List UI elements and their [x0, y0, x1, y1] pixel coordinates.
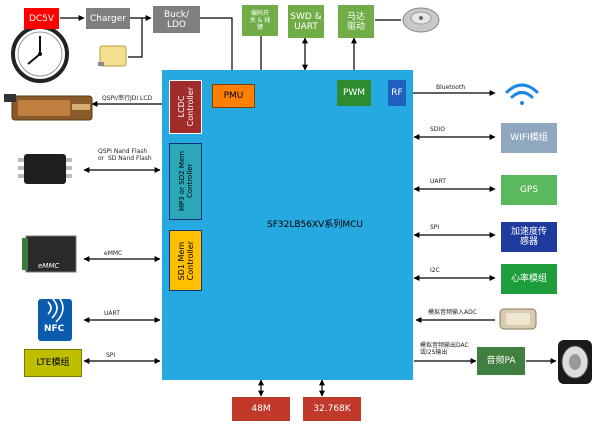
- nand-chip-icon: [18, 154, 72, 184]
- clock-icon: [11, 25, 69, 83]
- lte-module-block: LTE模组: [24, 349, 82, 377]
- audio-pa-block: 音频PA: [477, 347, 525, 375]
- emmc-chip-icon: [22, 235, 77, 273]
- mp3-sd2-controller-block: MP3 or SD2 Mem Controller: [169, 143, 202, 220]
- motor-driver-block: 马达 驱动: [338, 5, 374, 38]
- i2c-label: I2C: [430, 267, 440, 274]
- buck-ldo-block: Buck/ LDO: [153, 6, 200, 33]
- battery-icon: [98, 45, 127, 67]
- rf-block: RF: [388, 80, 406, 106]
- sd1-controller-block: SD1 Mem Controller: [169, 230, 202, 291]
- swd-uart-block: SWD & UART: [288, 5, 324, 38]
- pmu-block: PMU: [212, 84, 255, 108]
- encoder-key-block: 编码开 关 & 线 键: [242, 5, 278, 36]
- dac-label: 模拟音频输出DAC 或I2S输出: [420, 342, 469, 356]
- heart-rate-module-block: 心率模组: [501, 264, 557, 294]
- battery-to-charger-line: [128, 18, 143, 58]
- dc5v-block: DC5V: [24, 8, 59, 29]
- wifi-module-block: WIFI模组: [501, 123, 557, 153]
- lcd-module-icon: [4, 94, 93, 121]
- adc-label: 模拟音频输入ADC: [428, 309, 477, 316]
- sdio-label: SDIO: [430, 126, 445, 133]
- vibration-motor-icon: [402, 7, 440, 33]
- accelerometer-block: 加速度传 感器: [501, 222, 557, 252]
- lcd-interface-label: QSPI/串行JDI LCD: [102, 95, 153, 102]
- emmc-chip-label: eMMC: [38, 262, 60, 270]
- gps-block: GPS: [501, 175, 557, 205]
- nfc-icon-label: NFC: [44, 324, 65, 334]
- uart-gps-label: UART: [430, 178, 446, 185]
- nand-interface-label: QSPI Nand Flash or SD Nand Flash: [98, 148, 152, 162]
- nfc-icon: [38, 293, 72, 341]
- mcu-title: SF32LB56XV系列MCU: [267, 220, 363, 230]
- spi-accel-label: SPI: [430, 224, 440, 231]
- mcu-block: [162, 70, 413, 380]
- pwm-block: PWM: [337, 80, 371, 106]
- lte-spi-label: SPI: [106, 352, 116, 359]
- speaker-icon: [558, 340, 592, 384]
- audio-input-component-icon: [499, 308, 537, 330]
- nfc-uart-label: UART: [104, 310, 120, 317]
- wifi-signal-icon: [505, 83, 539, 105]
- emmc-interface-label: eMMC: [104, 250, 123, 257]
- bluetooth-label: Bluetooth: [436, 84, 466, 91]
- xtal-48m-block: 48M: [232, 397, 290, 421]
- lcdc-controller-block: LCDC Controller: [169, 80, 202, 134]
- xtal-32k-block: 32.768K: [303, 397, 361, 421]
- buck-to-pmu-arrow: [200, 17, 235, 85]
- charger-block: Charger: [86, 8, 130, 29]
